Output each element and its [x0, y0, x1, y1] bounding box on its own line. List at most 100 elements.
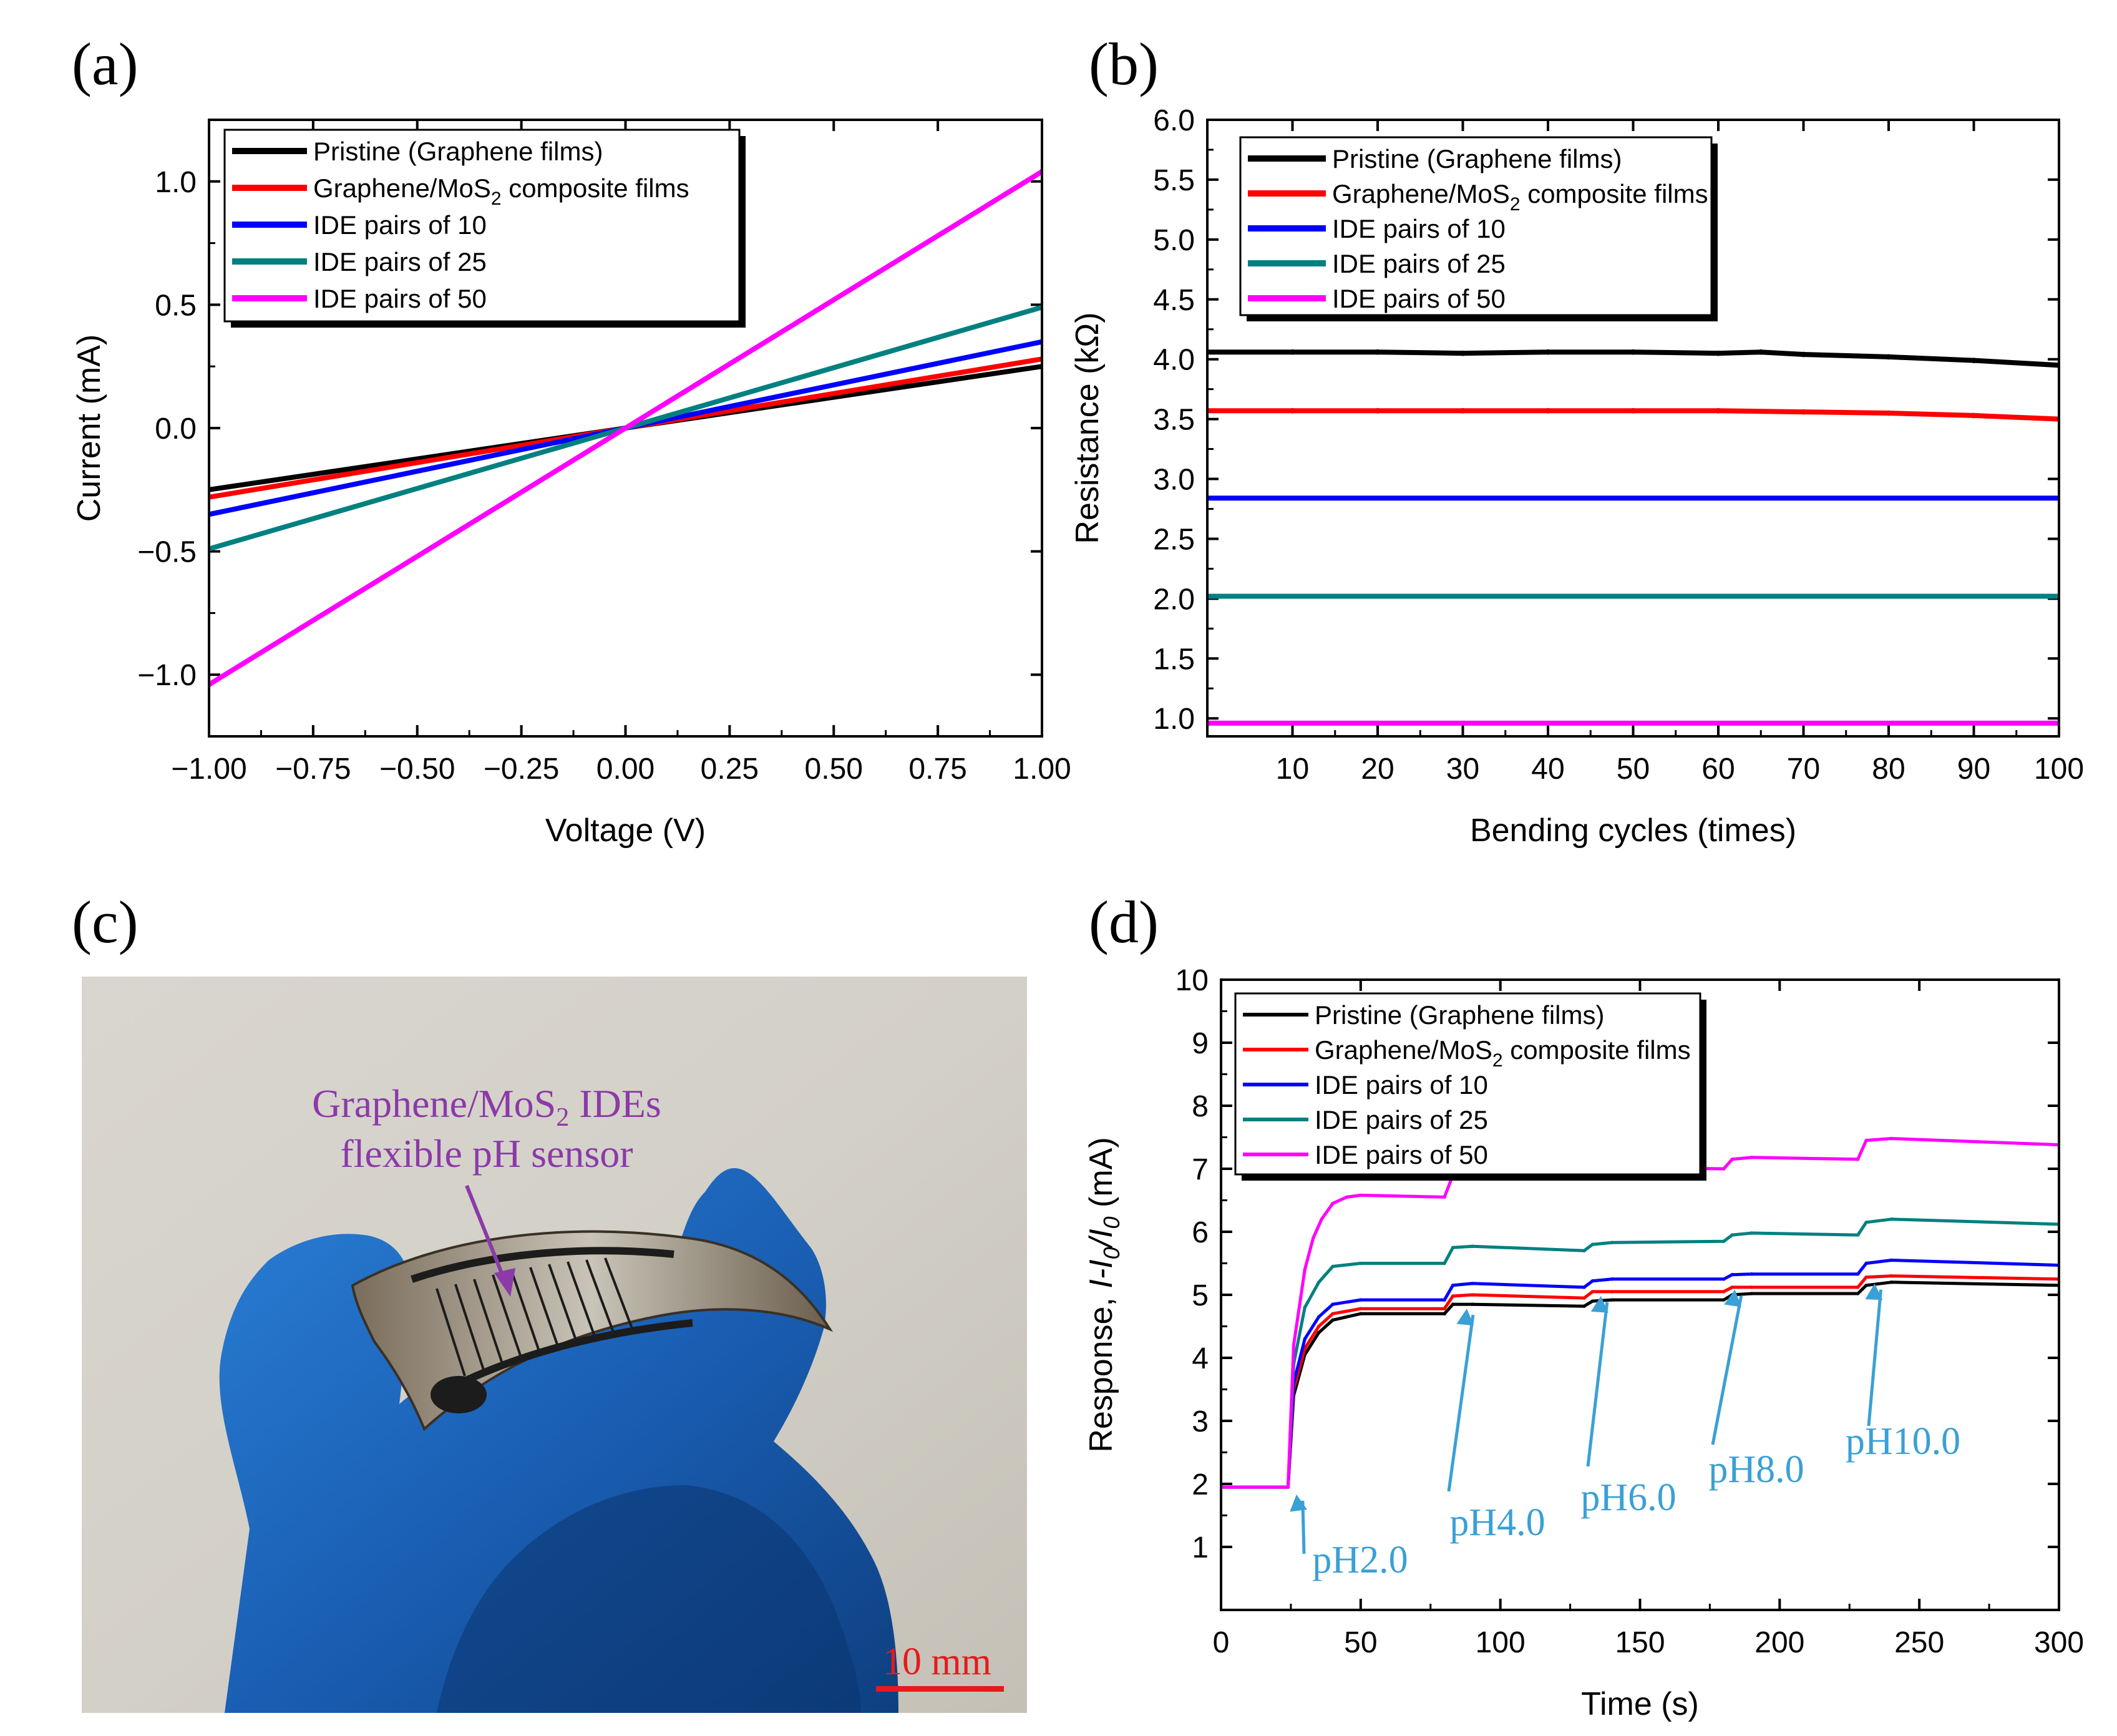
ph-arrow-3 [1711, 1295, 1743, 1445]
data-point-d-ide50 [1331, 1201, 1335, 1206]
x-tick-label-b: 10 [1276, 753, 1309, 786]
legend-text: IDE pairs of 50 [1315, 1140, 1488, 1169]
data-point-d-ide50 [1889, 1136, 1894, 1141]
data-point-d-ide50 [1320, 1217, 1323, 1221]
data-point-d-ide10 [1590, 1279, 1595, 1283]
data-point-b-pristine [1758, 349, 1764, 355]
y-tick-label-d: 8 [1192, 1090, 1209, 1123]
y-tick-label-d: 2 [1192, 1468, 1209, 1501]
data-point-d-ide25 [1303, 1305, 1307, 1309]
legend-label-a-ide25: IDE pairs of 25 [313, 247, 487, 276]
legend-label-a-pristine: Pristine (Graphene films) [313, 137, 603, 166]
x-tick-label-d: 0 [1213, 1626, 1230, 1659]
ph-arrowhead-3 [1724, 1289, 1741, 1307]
data-point-d-ide50 [1222, 1486, 1223, 1488]
data-point-d-pristine [1722, 1298, 1726, 1302]
x-tick-label-b: 50 [1617, 753, 1650, 786]
data-point-d-ide50 [1864, 1138, 1868, 1143]
legend-label-a-composite: Graphene/MoS2 composite films [313, 173, 689, 209]
data-point-d-ide10 [1856, 1272, 1860, 1276]
y-tick-label-b: 4.0 [1153, 344, 1195, 377]
data-point-a-ide50 [1039, 169, 1041, 174]
x-tick-label-d: 50 [1344, 1626, 1377, 1659]
series-line-d-pristine [1222, 1280, 2058, 1489]
data-point-d-composite [1730, 1285, 1734, 1289]
x-tick-label-d: 200 [1754, 1626, 1804, 1659]
data-point-d-ide25 [1610, 1241, 1614, 1244]
x-tick-label-a: −0.25 [484, 753, 559, 786]
data-point-b-composite [1290, 407, 1295, 414]
data-point-d-ide25 [1471, 1244, 1474, 1248]
data-point-b-pristine [1801, 351, 1806, 358]
data-point-d-pristine [1750, 1292, 1754, 1295]
y-tick-label-a: −1.0 [137, 659, 197, 692]
ph-label-1: pH4.0 [1449, 1501, 1545, 1544]
y-tick-label-b: 3.0 [1153, 464, 1195, 497]
data-point-b-pristine [2056, 363, 2058, 368]
legend-text: IDE pairs of 50 [1332, 284, 1506, 313]
data-point-d-ide10 [1889, 1258, 1894, 1262]
data-point-d-ide25 [1730, 1233, 1734, 1237]
y-tick-label-d: 3 [1192, 1405, 1209, 1438]
x-tick-label-d: 100 [1476, 1626, 1526, 1659]
x-axis-label-a: Voltage (V) [545, 812, 706, 849]
x-tick-label-d: 300 [2034, 1626, 2084, 1659]
data-point-d-composite [1856, 1285, 1860, 1289]
data-point-d-ide10 [1303, 1337, 1307, 1341]
y-tick-label-a: 0.5 [155, 289, 197, 322]
data-point-b-composite [1209, 408, 1210, 414]
data-point-d-ide10 [1610, 1277, 1614, 1281]
data-point-d-pristine [1316, 1330, 1321, 1335]
y-tick-label-b: 3.5 [1153, 404, 1195, 437]
x-tick-label-a: 0.50 [805, 753, 863, 786]
data-point-d-ide50 [1292, 1343, 1296, 1347]
data-point-d-pristine [1590, 1299, 1595, 1303]
data-point-d-ide10 [1359, 1298, 1363, 1302]
data-point-b-composite [1801, 409, 1806, 415]
data-point-d-composite [1359, 1307, 1363, 1310]
data-point-b-ide50 [1209, 720, 1210, 726]
data-point-d-ide10 [1730, 1272, 1734, 1277]
data-point-a-pristine [1039, 364, 1041, 369]
scale-bar-label: 10 mm [883, 1641, 991, 1683]
legend-label-a-ide10: IDE pairs of 10 [313, 210, 487, 240]
legend-label-b-pristine: Pristine (Graphene films) [1332, 144, 1622, 173]
legend-text: IDE pairs of 25 [1315, 1105, 1488, 1134]
legend-label-b-composite: Graphene/MoS2 composite films [1332, 179, 1708, 215]
data-point-b-composite [1630, 407, 1636, 414]
legend-text: Graphene/MoS [1315, 1035, 1492, 1065]
data-point-b-ide25 [1209, 593, 1210, 599]
y-tick-label-a: −0.5 [137, 536, 197, 569]
panel-d-label: (d) [1089, 889, 1159, 955]
x-tick-label-b: 100 [2034, 753, 2084, 786]
x-axis-label-d: Time (s) [1581, 1686, 1699, 1722]
data-point-d-pristine [1451, 1302, 1455, 1306]
data-point-d-ide25 [1359, 1261, 1363, 1265]
panel-a-label: (a) [72, 31, 139, 97]
y-tick-label-b: 5.5 [1153, 164, 1195, 197]
legend-sub: 2 [491, 188, 502, 209]
sensor-photo: Graphene/MoS2 IDEs flexible pH sensor 10… [82, 977, 1027, 1713]
data-point-d-ide10 [1331, 1302, 1335, 1306]
data-point-d-pristine [1471, 1302, 1474, 1306]
data-point-d-ide50 [1722, 1167, 1726, 1171]
data-point-d-ide25 [1331, 1264, 1335, 1269]
legend-label-b-ide25: IDE pairs of 25 [1332, 249, 1506, 278]
data-point-b-composite [2056, 416, 2058, 422]
legend-label-b-ide50: IDE pairs of 50 [1332, 284, 1506, 313]
ph-arrow-1 [1447, 1314, 1475, 1492]
y-axis-label-part: I-I [1083, 1259, 1119, 1288]
data-point-d-composite [1590, 1290, 1595, 1294]
ph-arrow-2 [1586, 1302, 1609, 1467]
data-point-d-ide25 [1451, 1246, 1455, 1249]
legend-label-d-composite: Graphene/MoS2 composite films [1315, 1035, 1691, 1071]
data-point-b-pristine [1545, 349, 1551, 355]
ph-label-3: pH8.0 [1708, 1448, 1804, 1491]
data-point-d-pristine [1864, 1284, 1868, 1287]
data-point-d-ide25 [1856, 1233, 1860, 1237]
data-point-b-pristine [1715, 350, 1721, 356]
photo-arrow [465, 1184, 515, 1297]
ph-arrowhead-0 [1290, 1495, 1308, 1512]
ph-arrowhead-2 [1590, 1295, 1608, 1313]
